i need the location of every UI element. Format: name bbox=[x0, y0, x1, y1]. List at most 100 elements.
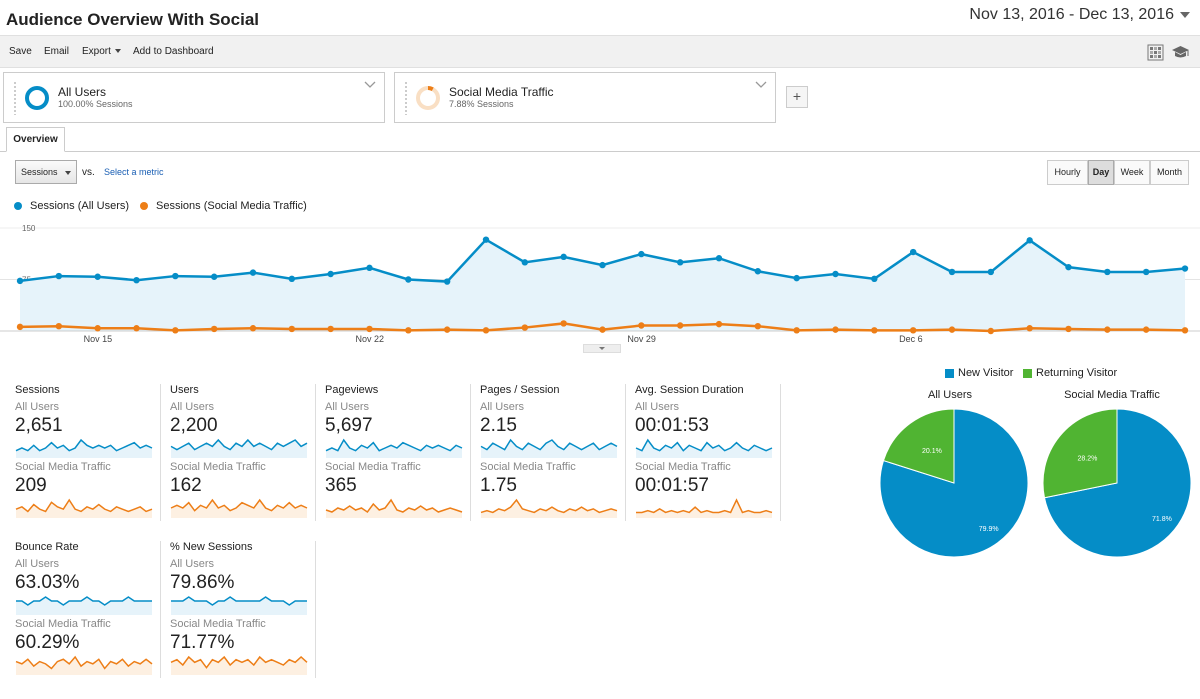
save-button[interactable]: Save bbox=[9, 46, 32, 57]
sparkline-social bbox=[480, 498, 618, 518]
export-button[interactable]: Export bbox=[82, 46, 121, 57]
card-divider bbox=[160, 541, 161, 678]
data-point bbox=[249, 325, 257, 332]
metric-card-avg-session-duration[interactable]: Avg. Session Duration All Users 00:01:53 So… bbox=[635, 384, 790, 520]
data-point bbox=[754, 268, 762, 275]
graduation-cap-icon[interactable] bbox=[1171, 44, 1190, 61]
data-point bbox=[1065, 325, 1072, 333]
drag-handle-icon[interactable] bbox=[404, 81, 408, 115]
card-divider bbox=[625, 384, 626, 521]
legend-item-all-users[interactable]: Sessions (All Users) bbox=[14, 200, 129, 212]
data-point bbox=[676, 322, 684, 329]
metric-label: Pageviews bbox=[325, 384, 379, 396]
data-point bbox=[599, 261, 606, 269]
legend-label: Sessions (Social Media Traffic) bbox=[156, 200, 307, 212]
sparkline-social bbox=[15, 498, 153, 518]
data-point bbox=[948, 326, 956, 333]
data-point bbox=[1142, 268, 1150, 276]
data-point bbox=[521, 324, 529, 331]
data-point bbox=[560, 320, 567, 327]
data-point bbox=[1181, 327, 1189, 334]
metric-value-social: 1.75 bbox=[480, 475, 517, 496]
sparkline-line bbox=[170, 438, 308, 451]
toolbar: Save Email Export Add to Dashboard bbox=[0, 35, 1200, 68]
metric-label: Users bbox=[170, 384, 199, 396]
tab-overview[interactable]: Overview bbox=[6, 127, 65, 152]
email-button[interactable]: Email bbox=[44, 46, 70, 57]
x-tick-label: Nov 29 bbox=[627, 334, 656, 344]
data-point bbox=[1026, 237, 1033, 244]
data-point bbox=[16, 277, 24, 285]
pie-slice-label: 20.1% bbox=[922, 448, 942, 455]
legend-item-social[interactable]: Sessions (Social Media Traffic) bbox=[140, 200, 307, 212]
data-point bbox=[210, 325, 218, 333]
granularity-hourly[interactable]: Hourly bbox=[1047, 160, 1088, 185]
data-point bbox=[1104, 268, 1111, 276]
metric-card-pages-session[interactable]: Pages / Session All Users 2.15 Social Media… bbox=[480, 384, 635, 520]
sparkline-social bbox=[636, 498, 773, 518]
add-to-dashboard-button[interactable]: Add to Dashboard bbox=[133, 46, 214, 57]
legend-dot bbox=[140, 202, 148, 210]
data-point bbox=[715, 255, 723, 262]
chevron-down-icon bbox=[114, 49, 121, 54]
data-point bbox=[288, 325, 296, 333]
metric-card--new-sessions[interactable]: % New Sessions All Users 79.86% Social Medi… bbox=[170, 541, 325, 677]
data-point bbox=[94, 325, 101, 332]
data-point bbox=[599, 326, 606, 333]
add-segment-button[interactable]: + bbox=[786, 86, 808, 108]
sparkline-line bbox=[15, 655, 153, 670]
chart-expander-handle[interactable] bbox=[583, 344, 621, 353]
sparkline-area bbox=[16, 500, 152, 518]
data-point bbox=[1026, 325, 1033, 332]
granularity-week[interactable]: Week bbox=[1114, 160, 1150, 185]
data-point bbox=[676, 259, 684, 266]
metric-value-social: 00:01:57 bbox=[635, 475, 709, 496]
data-point bbox=[638, 250, 645, 258]
card-divider bbox=[315, 384, 316, 521]
metric-select[interactable]: Sessions bbox=[15, 160, 77, 184]
chevron-down-icon bbox=[65, 171, 71, 175]
segment-label: Social Media Traffic bbox=[170, 618, 266, 630]
date-range-picker[interactable]: Nov 13, 2016 - Dec 13, 2016 bbox=[969, 6, 1190, 24]
segment-label: Social Media Traffic bbox=[170, 461, 266, 473]
segment-ring-icon bbox=[25, 86, 49, 110]
grid-icon[interactable] bbox=[1147, 44, 1164, 61]
sparkline-area bbox=[171, 440, 307, 458]
pie-title-all-users: All Users bbox=[927, 389, 972, 401]
metric-card-sessions[interactable]: Sessions All Users 2,651 Social Media Traff… bbox=[15, 384, 170, 520]
data-point bbox=[832, 270, 839, 278]
pie-chart-social[interactable]: 71.8% 28.2% bbox=[1041, 407, 1193, 559]
pie-legend-returning-visitor: Returning Visitor bbox=[1023, 367, 1117, 379]
legend-label: Returning Visitor bbox=[1036, 367, 1118, 379]
segment-all-users[interactable]: All Users 100.00% Sessions bbox=[3, 72, 385, 123]
metric-value-all-users: 79.86% bbox=[170, 572, 235, 593]
segment-social-media[interactable]: Social Media Traffic 7.88% Sessions bbox=[394, 72, 776, 123]
data-point bbox=[55, 272, 63, 280]
metric-card-bounce-rate[interactable]: Bounce Rate All Users 63.03% Social Media T… bbox=[15, 541, 170, 677]
drag-handle-icon[interactable] bbox=[13, 81, 17, 115]
pie-legend-new-visitor: New Visitor bbox=[945, 367, 1013, 379]
data-point bbox=[832, 326, 839, 333]
metric-card-users[interactable]: Users All Users 2,200 Social Media Traffic 1… bbox=[170, 384, 325, 520]
data-point bbox=[443, 326, 451, 333]
pie-slice-label: 71.8% bbox=[1152, 516, 1172, 523]
vs-label: vs. bbox=[82, 167, 95, 178]
chevron-down-icon[interactable] bbox=[364, 81, 376, 89]
sparkline-all-users bbox=[635, 438, 773, 458]
metric-label: Bounce Rate bbox=[15, 541, 79, 553]
data-point bbox=[16, 323, 24, 331]
chevron-down-icon[interactable] bbox=[755, 81, 767, 89]
data-point bbox=[948, 268, 956, 276]
granularity-day[interactable]: Day bbox=[1088, 160, 1114, 185]
metric-card-pageviews[interactable]: Pageviews All Users 5,697 Social Media Traf… bbox=[325, 384, 480, 520]
metric-value-all-users: 00:01:53 bbox=[635, 415, 709, 436]
select-metric-link[interactable]: Select a metric bbox=[104, 167, 164, 177]
data-point bbox=[871, 327, 878, 334]
legend-label: Sessions (All Users) bbox=[30, 200, 130, 212]
pie-slice-new-visitor bbox=[879, 408, 1029, 558]
data-point bbox=[1104, 326, 1111, 333]
granularity-month[interactable]: Month bbox=[1150, 160, 1189, 185]
pie-chart-all-users[interactable]: 79.9% 20.1% bbox=[878, 407, 1030, 559]
data-point bbox=[754, 322, 762, 330]
